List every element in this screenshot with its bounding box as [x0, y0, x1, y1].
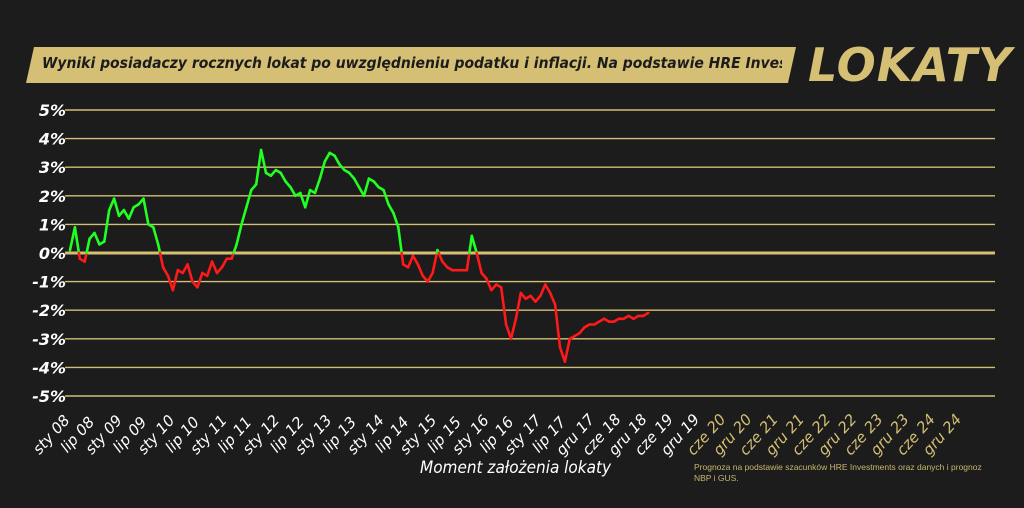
series-segment: [499, 286, 508, 326]
series-segment: [122, 208, 131, 220]
forecast-footnote: Prognoza na podstawie szacunków HRE Inve…: [694, 462, 982, 483]
series-segment: [127, 205, 135, 220]
series-segment: [196, 271, 204, 289]
series-segment: [333, 154, 341, 166]
series-segment: [543, 283, 552, 295]
y-tick-label: 0%: [39, 244, 66, 263]
series-segment: [232, 243, 238, 255]
y-tick-label: 4%: [38, 130, 66, 149]
x-axis-label: Moment założenia lokaty: [420, 458, 612, 478]
series-segment: [406, 254, 415, 269]
series-segment: [392, 211, 400, 229]
series-segment: [548, 291, 557, 306]
y-tick-label: 3%: [39, 158, 66, 177]
series-segment: [83, 251, 88, 263]
gridlines: [65, 109, 995, 397]
series-segment: [509, 317, 518, 341]
chart-title: Wyniki posiadaczy rocznych lokat po uwzg…: [42, 54, 782, 72]
series-segment: [73, 225, 81, 255]
series-segment: [166, 274, 175, 292]
series-segment: [220, 257, 229, 269]
series-segment: [156, 243, 162, 255]
series-segment: [289, 185, 297, 198]
series-segment: [210, 260, 219, 275]
y-tick-label: -2%: [32, 301, 66, 320]
series-segment: [93, 231, 101, 246]
series-segment: [205, 260, 214, 278]
series-segment: [298, 191, 307, 209]
series-segment: [641, 311, 650, 318]
series-segment: [411, 254, 420, 266]
series-segment: [142, 197, 150, 226]
series-segment: [470, 234, 479, 255]
y-tick-label: 5%: [39, 101, 66, 120]
series-segment: [553, 303, 562, 349]
series-segment: [387, 203, 395, 215]
series-segment: [254, 148, 263, 186]
series-segment: [400, 251, 405, 266]
series-segment: [318, 160, 327, 180]
y-tick-label: 1%: [39, 215, 66, 234]
series-segment: [539, 283, 547, 298]
y-tick-label: -1%: [32, 273, 66, 292]
series-segment: [259, 148, 268, 175]
series-segment: [323, 151, 332, 163]
series-segment: [416, 263, 425, 278]
series-segment: [485, 277, 493, 292]
y-tick-label: -5%: [32, 387, 66, 406]
series-segment: [475, 251, 483, 275]
series-segment: [152, 225, 160, 246]
series-segment: [240, 205, 248, 226]
series-segment: [563, 337, 572, 363]
y-tick-label: 2%: [39, 187, 66, 206]
series-segment: [396, 225, 403, 255]
series-segment: [352, 177, 361, 189]
title-banner: [26, 47, 796, 83]
series-segment: [107, 197, 116, 212]
series-segment: [245, 188, 253, 209]
series-segment: [85, 237, 91, 255]
series-segment: [112, 197, 121, 218]
series-segment: [103, 208, 111, 243]
y-tick-label: -4%: [32, 358, 66, 377]
series-segment: [382, 188, 390, 206]
series-segment: [431, 251, 439, 275]
series-segment: [186, 263, 194, 283]
series-segment: [437, 251, 444, 263]
y-axis-ticks: 5% 4% 3% 2% 1% 0% -1% -2% -3% -4% -5%: [32, 101, 66, 406]
series-segment: [68, 225, 77, 252]
series-segment: [313, 177, 322, 195]
series-segment: [426, 271, 434, 283]
series-segment: [158, 251, 165, 269]
series-segment: [279, 171, 287, 183]
series-segment: [504, 323, 513, 341]
series-segment: [362, 177, 371, 198]
brand-logo-text: LOKATY: [808, 38, 1013, 92]
series-line: [68, 148, 650, 363]
series-segment: [465, 251, 471, 272]
series-segment: [514, 291, 523, 321]
series-segment: [235, 223, 243, 246]
series-segment: [303, 188, 312, 209]
y-tick-label: -3%: [32, 330, 66, 349]
series-segment: [171, 268, 180, 292]
series-segment: [161, 265, 170, 278]
